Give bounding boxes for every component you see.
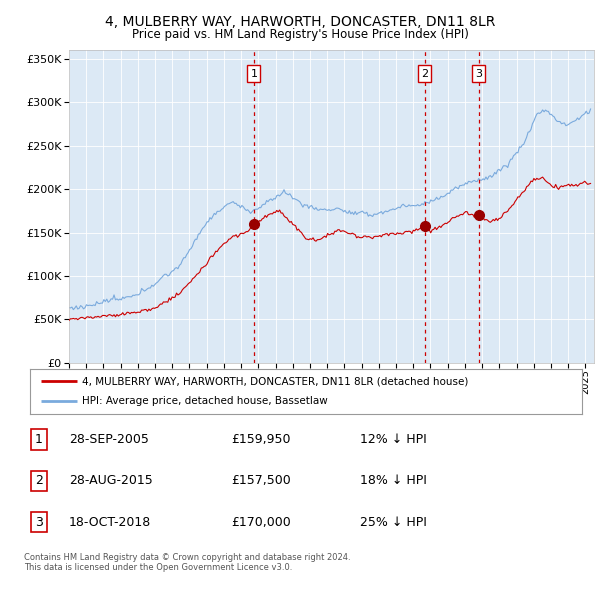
Text: 2: 2 bbox=[421, 68, 428, 78]
Text: 18-OCT-2018: 18-OCT-2018 bbox=[69, 516, 151, 529]
Text: £170,000: £170,000 bbox=[231, 516, 291, 529]
Text: 3: 3 bbox=[475, 68, 482, 78]
Text: 3: 3 bbox=[35, 516, 43, 529]
Text: 4, MULBERRY WAY, HARWORTH, DONCASTER, DN11 8LR (detached house): 4, MULBERRY WAY, HARWORTH, DONCASTER, DN… bbox=[82, 376, 469, 386]
Text: 28-AUG-2015: 28-AUG-2015 bbox=[69, 474, 153, 487]
Text: 28-SEP-2005: 28-SEP-2005 bbox=[69, 433, 149, 446]
Text: 18% ↓ HPI: 18% ↓ HPI bbox=[360, 474, 427, 487]
Text: 2: 2 bbox=[35, 474, 43, 487]
Text: 25% ↓ HPI: 25% ↓ HPI bbox=[360, 516, 427, 529]
Text: This data is licensed under the Open Government Licence v3.0.: This data is licensed under the Open Gov… bbox=[24, 563, 292, 572]
Text: 4, MULBERRY WAY, HARWORTH, DONCASTER, DN11 8LR: 4, MULBERRY WAY, HARWORTH, DONCASTER, DN… bbox=[105, 15, 495, 29]
Text: £159,950: £159,950 bbox=[231, 433, 290, 446]
Text: HPI: Average price, detached house, Bassetlaw: HPI: Average price, detached house, Bass… bbox=[82, 396, 328, 407]
Text: 1: 1 bbox=[35, 433, 43, 446]
Text: Contains HM Land Registry data © Crown copyright and database right 2024.: Contains HM Land Registry data © Crown c… bbox=[24, 553, 350, 562]
Text: £157,500: £157,500 bbox=[231, 474, 291, 487]
Text: Price paid vs. HM Land Registry's House Price Index (HPI): Price paid vs. HM Land Registry's House … bbox=[131, 28, 469, 41]
Text: 12% ↓ HPI: 12% ↓ HPI bbox=[360, 433, 427, 446]
Text: 1: 1 bbox=[250, 68, 257, 78]
